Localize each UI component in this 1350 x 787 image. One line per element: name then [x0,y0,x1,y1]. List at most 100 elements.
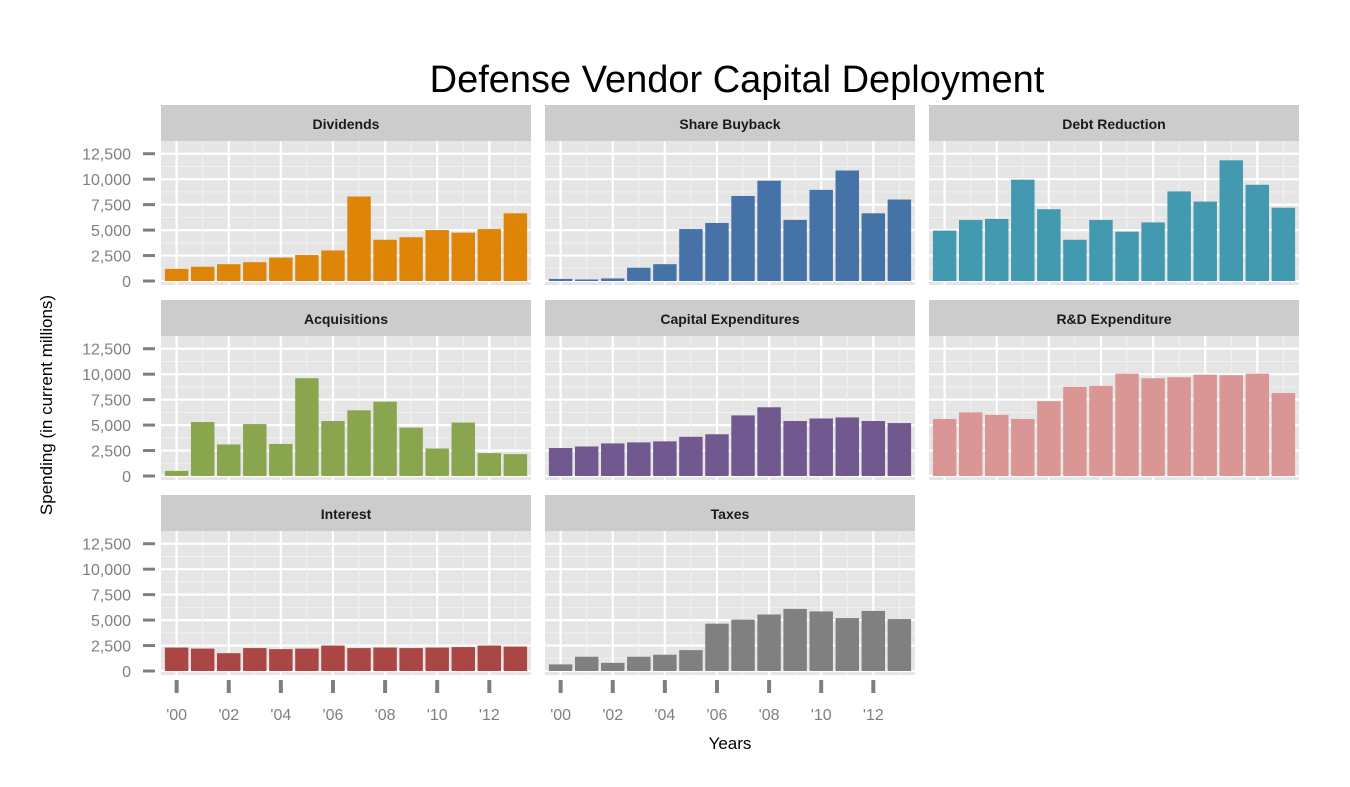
bar [1167,191,1191,281]
y-tick-label: 12,500 [82,537,131,554]
bar [451,422,475,476]
bar [190,422,215,476]
facet-strip-label: Dividends [313,116,380,132]
facet-strip-label: Share Buyback [679,116,780,132]
bar [1089,385,1113,476]
x-tick-label: '00 [550,707,571,724]
bar [1193,201,1217,281]
x-axis-title: Years [709,734,752,753]
bar [601,662,625,671]
bar [425,647,449,671]
facet-strip-label: R&D Expenditure [1056,311,1171,327]
bar [679,436,703,476]
bar [601,278,625,281]
x-tick-label: '04 [270,707,291,724]
bar [347,410,371,476]
bar [1141,378,1165,476]
bar [321,421,345,476]
bar [425,230,449,281]
facet-panel: Acquisitions 0 2,500 5,000 7,500 10,000 12,500 [82,300,531,486]
x-tick-label: '02 [602,707,623,724]
bar [373,239,397,281]
bar [295,255,319,281]
y-tick-label: 7,500 [91,393,131,410]
y-tick-label: 12,500 [82,147,131,164]
bar [757,407,781,476]
y-tick-label: 0 [122,274,131,291]
facet-strip [545,300,915,336]
bar [295,648,319,671]
bar [1115,231,1139,281]
facet-strip [545,105,915,141]
bar [757,180,781,281]
facet-strip-label: Debt Reduction [1062,116,1165,132]
bar [217,264,241,281]
bar [373,647,397,671]
facet-panel: Debt Reduction [929,105,1299,285]
facet-strip [161,300,531,336]
facet-panel: Interest 0 2,500 5,000 7,500 10,000 12,500 '00 '… [82,495,531,724]
bar [164,647,189,671]
plot-background [545,336,915,480]
bar [243,424,267,476]
bar [373,401,397,476]
bar [861,610,886,671]
bar [679,650,703,671]
facet-strip-label: Taxes [711,506,750,522]
x-tick-label: '10 [427,707,448,724]
bar [861,421,886,476]
bar [295,378,319,476]
bar [985,218,1009,281]
bar [548,278,573,281]
x-tick-label: '08 [759,707,780,724]
bar [627,267,651,281]
y-tick-label: 0 [122,469,131,486]
bar [783,219,807,281]
bar [1089,219,1113,281]
bar [1271,207,1296,281]
y-tick-label: 10,000 [82,367,131,384]
bar [932,230,957,281]
bar [835,618,859,671]
x-tick-label: '00 [166,707,187,724]
chart-title: Defense Vendor Capital Deployment [430,59,1045,101]
y-tick-label: 2,500 [91,249,131,266]
bar [887,619,912,671]
facet-strip [929,105,1299,141]
bar [399,427,423,476]
bar [164,268,189,281]
bar [1219,160,1243,281]
y-tick-label: 12,500 [82,342,131,359]
facet-strip [929,300,1299,336]
y-tick-label: 7,500 [91,198,131,215]
bar [217,444,241,476]
bar [321,250,345,281]
bar [653,264,677,281]
bar [1011,179,1035,281]
bar [932,418,957,476]
bar [190,266,215,281]
bar [574,279,599,281]
facet-panels: Dividends 0 2,500 5,000 7,500 10,000 12,500 Sha… [82,105,1299,724]
bar [425,448,449,476]
bar [1063,386,1087,476]
plot-background [545,141,915,285]
bar [321,645,345,671]
bar [835,170,859,281]
bar [731,415,755,476]
bar [399,648,423,671]
y-tick-label: 10,000 [82,562,131,579]
bar [1141,222,1165,281]
bar [477,453,502,476]
bar [985,414,1009,476]
plot-background [161,531,531,675]
x-tick-label: '10 [811,707,832,724]
y-tick-label: 5,000 [91,223,131,240]
x-tick-label: '08 [375,707,396,724]
bar [347,648,371,671]
bar [548,448,573,476]
plot-background [929,336,1299,480]
bar [269,257,293,281]
facet-strip [161,495,531,531]
